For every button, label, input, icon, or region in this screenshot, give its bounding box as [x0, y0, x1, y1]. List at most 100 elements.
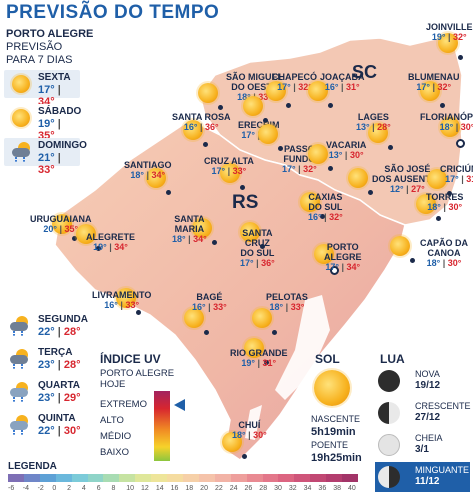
legend-swatch: [182, 474, 199, 482]
temp-min: 17°: [325, 262, 339, 272]
forecast-day-3: SEGUNDA 22° | 28°: [4, 312, 88, 340]
uv-scale-bar: [154, 391, 170, 461]
temp-min: 19°: [431, 32, 446, 42]
city-temps: 16° | 32°: [308, 212, 343, 222]
legend-swatch: [39, 474, 56, 482]
city-temps: 13° | 30°: [328, 150, 364, 160]
city-name: ALEGRETE: [86, 232, 136, 242]
city-label: JOINVILLE 19° | 32°: [426, 22, 473, 42]
day-name: SÁBADO: [38, 106, 82, 117]
legend-tick: 12: [141, 485, 149, 492]
forecast-city: PORTO ALEGRE: [6, 28, 94, 40]
city-marker: [368, 190, 373, 195]
city-marker: [218, 105, 223, 110]
forecast-line2: PREVISÃO: [6, 41, 63, 53]
uv-level-0: EXTREMO: [100, 399, 147, 410]
temp-min: 19°: [93, 242, 107, 252]
city-name: JOAÇABA: [320, 72, 365, 82]
sun-icon: [76, 224, 96, 244]
temp-min: 13°: [328, 150, 343, 160]
legend-color-bar: [8, 474, 358, 482]
city-marker: [136, 310, 141, 315]
sun-icon: [348, 168, 368, 188]
city-label: PASSO FUNDO 17° | 32°: [282, 144, 317, 174]
legend-tick: 6: [96, 485, 101, 492]
temp-max: 33°: [213, 302, 227, 312]
sunrise-time: 5h19min: [311, 426, 356, 438]
city-label: SANTA CRUZ DO SUL 17° | 36°: [240, 228, 275, 268]
city-label: FLORIANÓPOLIS18° | 30°: [420, 112, 473, 132]
city-temps: 17° | 32°: [277, 82, 312, 92]
sunset-label: POENTE: [311, 440, 349, 450]
temp-max: 33°: [38, 164, 55, 176]
sun-icon: [222, 432, 242, 452]
city-temps: 17° | 34°: [325, 262, 361, 272]
temp-min: 17°: [211, 166, 226, 176]
temp-max: 33°: [232, 166, 247, 176]
city-marker: [458, 55, 463, 60]
legend-tick: 28: [259, 485, 268, 492]
forecast-day-4: TERÇA 23° | 28°: [4, 345, 84, 373]
city-name: SANTA ROSA: [172, 112, 231, 122]
temp-min: 18°: [172, 234, 186, 244]
city-temps: 19° | 32°: [431, 32, 467, 42]
temp-min: 21°: [38, 152, 55, 164]
city-marker: [166, 190, 171, 195]
city-label: CHUÍ 18° | 30°: [232, 420, 267, 440]
lagoon-mirim-shape: [245, 405, 262, 440]
city-marker: [328, 166, 333, 171]
day-temps: 22° | 28°: [38, 326, 81, 338]
legend-tick: 10: [126, 485, 135, 492]
legend-tick: 38: [333, 485, 341, 492]
uv-title: ÍNDICE UV: [100, 352, 161, 366]
legend-swatch: [342, 474, 358, 482]
sun-icon: [220, 163, 240, 183]
city-label: SANTA MARIA 18° | 34°: [172, 214, 207, 244]
city-label: CRICIÚMA17° | 31°: [440, 164, 473, 184]
city-temps: 16° | 33°: [104, 300, 140, 310]
city-temps: 16° | 31°: [324, 82, 360, 92]
temp-min: 23°: [38, 392, 55, 404]
city-temps: 18° | 34°: [130, 170, 166, 180]
uv-level-2: MÉDIO: [100, 431, 132, 442]
forecast-day-2: DOMINGO 21° | 33°: [4, 138, 87, 176]
legend-swatch: [55, 474, 72, 482]
temp-min: 12°: [389, 184, 404, 194]
sun-icon: [12, 109, 30, 127]
city-name: CAPÃO DA CANOA: [420, 238, 469, 258]
legend-tick: 30: [274, 485, 282, 492]
sun-icon: [12, 75, 30, 93]
legend-tick: 20: [200, 485, 208, 492]
city-temps: 19° | 34°: [93, 242, 128, 252]
temp-min: 17°: [38, 84, 55, 96]
sun-icon: [440, 117, 460, 137]
city-marker: [260, 244, 265, 249]
new-moon-icon: [378, 370, 400, 392]
city-temps: 18° | 30°: [232, 430, 267, 440]
temp-min: 19°: [241, 358, 255, 368]
temp-max: 30°: [447, 258, 462, 268]
city-temps: 18° | 33°: [269, 302, 305, 312]
city-label: CHAPECÓ 17° | 32°: [272, 72, 317, 92]
moon-phase-3: MINGUANTE 11/12: [375, 462, 470, 492]
legend-tick: 24: [229, 485, 238, 492]
crescent-moon-icon: [378, 402, 400, 424]
city-name: CHAPECÓ: [272, 72, 318, 82]
temp-max: 27°: [411, 184, 425, 194]
temp-min: 16°: [324, 82, 339, 92]
city-marker: [72, 236, 77, 241]
forecast-day-1: SÁBADO 19° | 35°: [4, 104, 82, 142]
city-marker: [204, 330, 209, 335]
city-temps: 17° | 33°: [211, 166, 247, 176]
moon-phase-2: CHEIA 3/1: [375, 430, 470, 460]
city-label: SÃO JOSÉ DOS AUSENTES 12° | 27°: [372, 164, 443, 194]
city-name: URUGUAIANA: [30, 214, 92, 224]
city-marker: [286, 103, 291, 108]
sun-icon: [52, 214, 72, 234]
temp-min: 18°: [426, 258, 441, 268]
day-temps: 21° | 33°: [38, 152, 61, 176]
city-temps: 16° | 33°: [192, 302, 227, 312]
sun-icon: [198, 83, 218, 103]
city-label: ALEGRETE 19° | 34°: [86, 232, 135, 252]
forecast-subtitle: PORTO ALEGRE PREVISÃO PARA 7 DIAS: [6, 28, 93, 67]
